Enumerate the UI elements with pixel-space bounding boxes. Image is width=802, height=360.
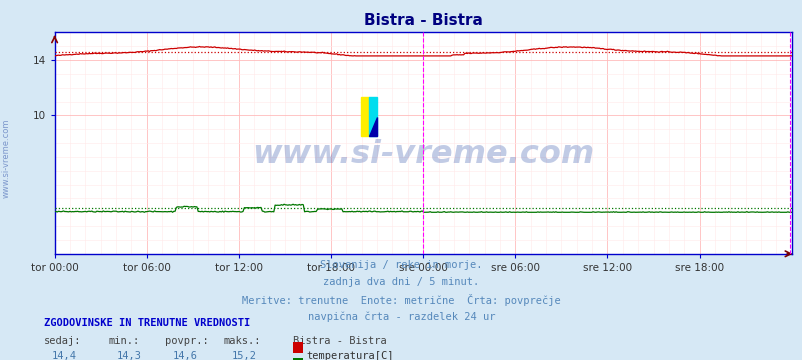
- Text: temperatura[C]: temperatura[C]: [306, 351, 393, 360]
- Text: www.si-vreme.com: www.si-vreme.com: [2, 119, 11, 198]
- Bar: [360, 96, 368, 136]
- Text: Slovenija / reke in morje.: Slovenija / reke in morje.: [320, 260, 482, 270]
- Text: 15,2: 15,2: [231, 351, 256, 360]
- Title: Bistra - Bistra: Bistra - Bistra: [363, 13, 482, 28]
- Text: 14,6: 14,6: [172, 351, 197, 360]
- Text: 14,4: 14,4: [52, 351, 77, 360]
- Text: navpična črta - razdelek 24 ur: navpična črta - razdelek 24 ur: [307, 312, 495, 322]
- Text: povpr.:: povpr.:: [164, 336, 208, 346]
- Text: ZGODOVINSKE IN TRENUTNE VREDNOSTI: ZGODOVINSKE IN TRENUTNE VREDNOSTI: [44, 318, 250, 328]
- Bar: [368, 96, 376, 136]
- Text: zadnja dva dni / 5 minut.: zadnja dva dni / 5 minut.: [323, 277, 479, 287]
- Text: 14,3: 14,3: [116, 351, 141, 360]
- Text: www.si-vreme.com: www.si-vreme.com: [252, 139, 593, 170]
- Text: sedaj:: sedaj:: [44, 336, 82, 346]
- Text: min.:: min.:: [108, 336, 140, 346]
- Text: Meritve: trenutne  Enote: metrične  Črta: povprečje: Meritve: trenutne Enote: metrične Črta: …: [242, 294, 560, 306]
- Polygon shape: [368, 117, 376, 136]
- Text: Bistra - Bistra: Bistra - Bistra: [293, 336, 387, 346]
- Text: maks.:: maks.:: [223, 336, 261, 346]
